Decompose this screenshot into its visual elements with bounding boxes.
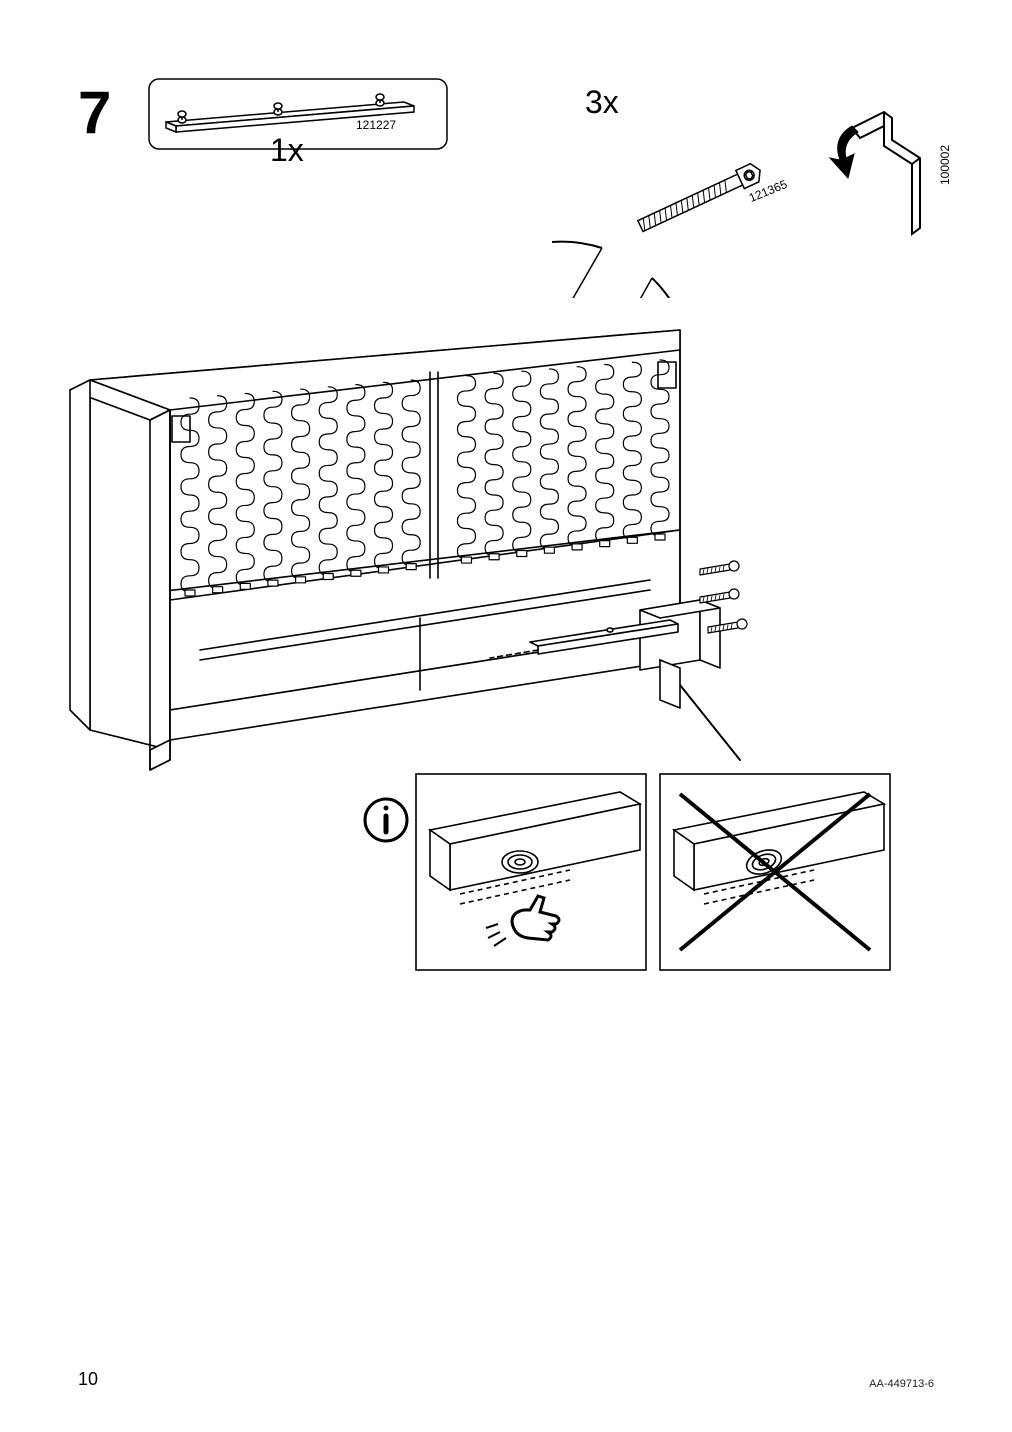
info-icon: [365, 799, 407, 841]
step-number: 7: [78, 78, 111, 147]
hardware-callout: [552, 78, 952, 298]
assembly-page: 7 1x 121227 3x: [0, 0, 1012, 1432]
page-number: 10: [78, 1369, 98, 1390]
info-panels: [360, 770, 920, 990]
main-illustration: [60, 300, 880, 780]
document-id: AA-449713-6: [869, 1378, 934, 1390]
part-rail-id: 121227: [356, 118, 396, 132]
part-rail-qty: 1x: [270, 132, 304, 169]
tool-id: 100002: [938, 145, 952, 185]
